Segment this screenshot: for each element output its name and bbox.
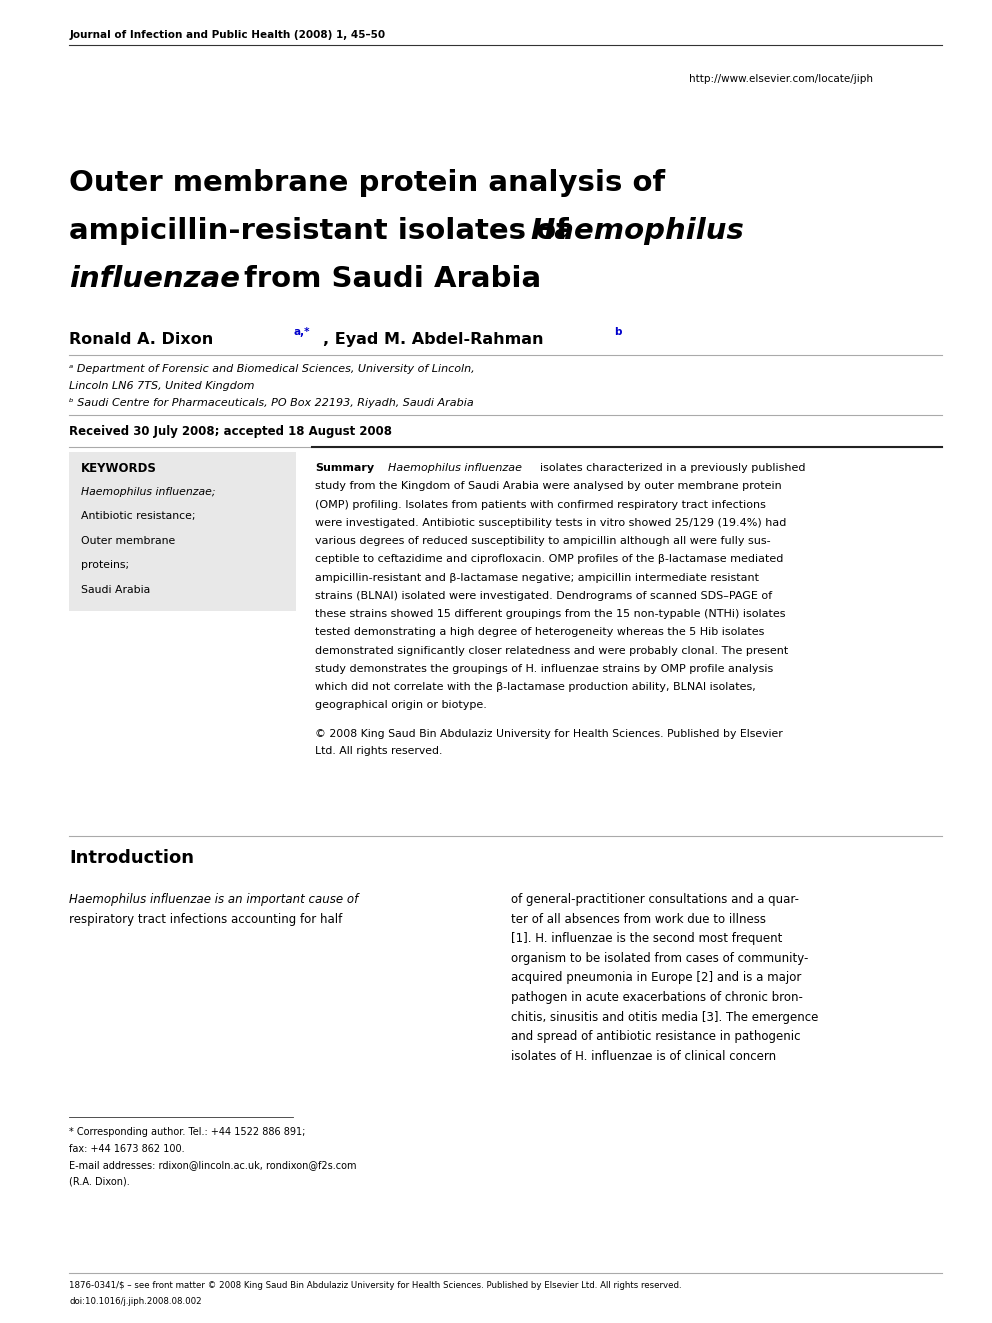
Text: geographical origin or biotype.: geographical origin or biotype.: [315, 700, 487, 710]
Text: http://www.elsevier.com/locate/jiph: http://www.elsevier.com/locate/jiph: [689, 74, 873, 85]
Text: of general-practitioner consultations and a quar-: of general-practitioner consultations an…: [511, 893, 799, 906]
Text: demonstrated significantly closer relatedness and were probably clonal. The pres: demonstrated significantly closer relate…: [315, 646, 789, 656]
Text: Received 30 July 2008; accepted 18 August 2008: Received 30 July 2008; accepted 18 Augus…: [69, 425, 393, 438]
Text: Haemophilus influenzae;: Haemophilus influenzae;: [81, 487, 216, 497]
Text: Lincoln LN6 7TS, United Kingdom: Lincoln LN6 7TS, United Kingdom: [69, 381, 255, 392]
Text: chitis, sinusitis and otitis media [3]. The emergence: chitis, sinusitis and otitis media [3]. …: [511, 1011, 818, 1024]
Text: study demonstrates the groupings of H. influenzae strains by OMP profile analysi: study demonstrates the groupings of H. i…: [315, 664, 774, 673]
Text: proteins;: proteins;: [81, 561, 130, 570]
Text: Outer membrane: Outer membrane: [81, 536, 176, 546]
Text: Antibiotic resistance;: Antibiotic resistance;: [81, 511, 195, 521]
FancyBboxPatch shape: [69, 452, 296, 611]
Text: KEYWORDS: KEYWORDS: [81, 462, 157, 475]
Text: (OMP) profiling. Isolates from patients with confirmed respiratory tract infecti: (OMP) profiling. Isolates from patients …: [315, 500, 767, 509]
Text: pathogen in acute exacerbations of chronic bron-: pathogen in acute exacerbations of chron…: [511, 991, 803, 1004]
Text: fax: +44 1673 862 100.: fax: +44 1673 862 100.: [69, 1143, 186, 1154]
Text: E-mail addresses: rdixon@lincoln.ac.uk, rondixon@f2s.com: E-mail addresses: rdixon@lincoln.ac.uk, …: [69, 1160, 357, 1171]
Text: acquired pneumonia in Europe [2] and is a major: acquired pneumonia in Europe [2] and is …: [511, 971, 802, 984]
Text: which did not correlate with the β-lactamase production ability, BLNAI isolates,: which did not correlate with the β-lacta…: [315, 683, 756, 692]
Text: * Corresponding author. Tel.: +44 1522 886 891;: * Corresponding author. Tel.: +44 1522 8…: [69, 1127, 306, 1138]
Text: Outer membrane protein analysis of: Outer membrane protein analysis of: [69, 169, 666, 197]
Text: Haemophilus: Haemophilus: [531, 217, 745, 245]
Text: ampicillin-resistant and β-lactamase negative; ampicillin intermediate resistant: ampicillin-resistant and β-lactamase neg…: [315, 573, 760, 582]
Text: Summary: Summary: [315, 463, 375, 474]
Text: Haemophilus influenzae: Haemophilus influenzae: [388, 463, 522, 474]
Text: isolates of H. influenzae is of clinical concern: isolates of H. influenzae is of clinical…: [511, 1049, 776, 1062]
Text: a,*: a,*: [294, 327, 310, 337]
Text: and spread of antibiotic resistance in pathogenic: and spread of antibiotic resistance in p…: [511, 1031, 801, 1043]
Text: isolates characterized in a previously published: isolates characterized in a previously p…: [540, 463, 806, 474]
Text: organism to be isolated from cases of community-: organism to be isolated from cases of co…: [511, 951, 808, 964]
Text: tested demonstrating a high degree of heterogeneity whereas the 5 Hib isolates: tested demonstrating a high degree of he…: [315, 627, 765, 638]
Text: doi:10.1016/j.jiph.2008.08.002: doi:10.1016/j.jiph.2008.08.002: [69, 1297, 202, 1306]
Text: from Saudi Arabia: from Saudi Arabia: [234, 265, 542, 292]
Text: Introduction: Introduction: [69, 849, 194, 868]
Text: 1876-0341/$ – see front matter © 2008 King Saud Bin Abdulaziz University for Hea: 1876-0341/$ – see front matter © 2008 Ki…: [69, 1281, 682, 1290]
Text: Ltd. All rights reserved.: Ltd. All rights reserved.: [315, 746, 442, 757]
Text: these strains showed 15 different groupings from the 15 non-typable (NTHi) isola: these strains showed 15 different groupi…: [315, 609, 786, 619]
Text: respiratory tract infections accounting for half: respiratory tract infections accounting …: [69, 913, 342, 926]
Text: ᵇ Saudi Centre for Pharmaceuticals, PO Box 22193, Riyadh, Saudi Arabia: ᵇ Saudi Centre for Pharmaceuticals, PO B…: [69, 398, 474, 409]
Text: © 2008 King Saud Bin Abdulaziz University for Health Sciences. Published by Else: © 2008 King Saud Bin Abdulaziz Universit…: [315, 729, 784, 740]
Text: Journal of Infection and Public Health (2008) 1, 45–50: Journal of Infection and Public Health (…: [69, 30, 386, 41]
Text: study from the Kingdom of Saudi Arabia were analysed by outer membrane protein: study from the Kingdom of Saudi Arabia w…: [315, 482, 783, 491]
Text: influenzae: influenzae: [69, 265, 240, 292]
Text: were investigated. Antibiotic susceptibility tests in vitro showed 25/129 (19.4%: were investigated. Antibiotic susceptibi…: [315, 517, 787, 528]
Text: ampicillin-resistant isolates of: ampicillin-resistant isolates of: [69, 217, 579, 245]
Text: b: b: [614, 327, 622, 337]
Text: ᵃ Department of Forensic and Biomedical Sciences, University of Lincoln,: ᵃ Department of Forensic and Biomedical …: [69, 364, 475, 374]
Text: Ronald A. Dixon: Ronald A. Dixon: [69, 332, 213, 347]
Text: ter of all absences from work due to illness: ter of all absences from work due to ill…: [511, 913, 766, 926]
Text: various degrees of reduced susceptibility to ampicillin although all were fully : various degrees of reduced susceptibilit…: [315, 536, 771, 546]
Text: , Eyad M. Abdel-Rahman: , Eyad M. Abdel-Rahman: [323, 332, 550, 347]
Text: ceptible to ceftazidime and ciprofloxacin. OMP profiles of the β-lactamase media: ceptible to ceftazidime and ciprofloxaci…: [315, 554, 784, 565]
Text: Saudi Arabia: Saudi Arabia: [81, 585, 151, 595]
Text: (R.A. Dixon).: (R.A. Dixon).: [69, 1177, 130, 1187]
Text: [1]. H. influenzae is the second most frequent: [1]. H. influenzae is the second most fr…: [511, 933, 783, 945]
Text: strains (BLNAI) isolated were investigated. Dendrograms of scanned SDS–PAGE of: strains (BLNAI) isolated were investigat…: [315, 591, 773, 601]
Text: Haemophilus influenzae is an important cause of: Haemophilus influenzae is an important c…: [69, 893, 359, 906]
